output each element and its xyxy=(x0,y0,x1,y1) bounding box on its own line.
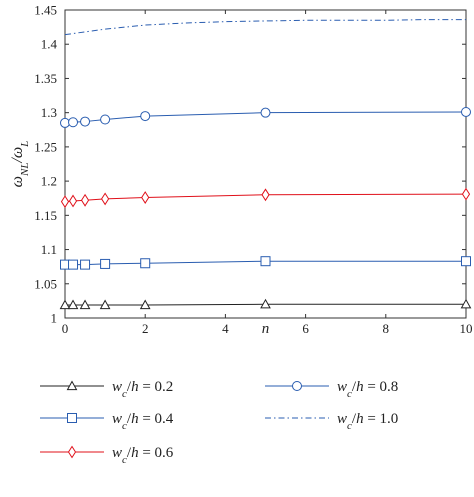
x-tick-label: 6 xyxy=(302,321,309,336)
series-0-point xyxy=(460,298,472,309)
y-tick-label: 1.2 xyxy=(41,174,57,189)
series-2-point xyxy=(60,195,70,209)
y-tick-label: 1.1 xyxy=(41,242,57,257)
series-3-point xyxy=(461,106,471,117)
series-0-point xyxy=(99,299,111,310)
series-0-point xyxy=(59,299,71,310)
legend-swatch-marker xyxy=(292,381,302,391)
y-tick-label: 1.15 xyxy=(34,208,57,223)
series-0-point xyxy=(139,299,151,310)
series-0-point xyxy=(67,299,79,310)
series-1-point xyxy=(260,256,271,267)
series-3-point xyxy=(100,114,111,125)
legend-label: wc/h = 0.6 xyxy=(112,445,174,466)
series-2-point xyxy=(141,191,150,204)
legend-swatch-marker xyxy=(67,445,77,459)
x-tick-label: 8 xyxy=(383,321,390,336)
x-tick-label: 4 xyxy=(222,321,229,336)
series-1-point xyxy=(461,256,471,267)
series-2-point xyxy=(68,194,78,208)
y-tick-label: 1.05 xyxy=(34,276,57,291)
series-0-point xyxy=(260,298,271,309)
y-tick-label: 1.45 xyxy=(34,3,57,18)
series-1-point xyxy=(80,259,91,270)
series-3-point xyxy=(68,117,79,128)
y-tick-label: 1.35 xyxy=(34,71,57,86)
series-2-point xyxy=(461,187,471,201)
series-1-point xyxy=(100,258,111,269)
series-2-point xyxy=(101,192,110,206)
legend-swatch-marker xyxy=(66,380,78,391)
y-axis-label: ωNL/ωL xyxy=(9,141,31,188)
series-0-point xyxy=(79,299,91,310)
series-2-point xyxy=(261,188,270,202)
series-1-point xyxy=(68,259,79,270)
y-tick-label: 1.3 xyxy=(41,105,57,120)
legend-label: wc/h = 0.4 xyxy=(112,411,174,432)
series-1-point xyxy=(140,258,151,269)
legend-label: wc/h = 1.0 xyxy=(337,411,398,432)
y-tick-label: 1 xyxy=(51,311,58,326)
series-3-point xyxy=(140,111,151,122)
x-tick-label: 2 xyxy=(142,321,149,336)
series-line-4 xyxy=(64,19,466,36)
plot-frame xyxy=(64,9,467,319)
y-tick-label: 1.4 xyxy=(41,37,58,52)
legend-label: wc/h = 0.2 xyxy=(112,379,173,400)
x-tick-label: 0 xyxy=(62,321,69,336)
x-axis-label: n xyxy=(262,321,270,337)
legend-label: wc/h = 0.8 xyxy=(337,379,398,400)
series-3-point xyxy=(260,107,271,118)
series-2-point xyxy=(80,193,90,207)
legend-swatch-marker xyxy=(67,413,77,423)
y-tick-label: 1.25 xyxy=(34,139,57,154)
series-3-point xyxy=(80,116,91,127)
x-tick-label: 10 xyxy=(460,321,473,336)
